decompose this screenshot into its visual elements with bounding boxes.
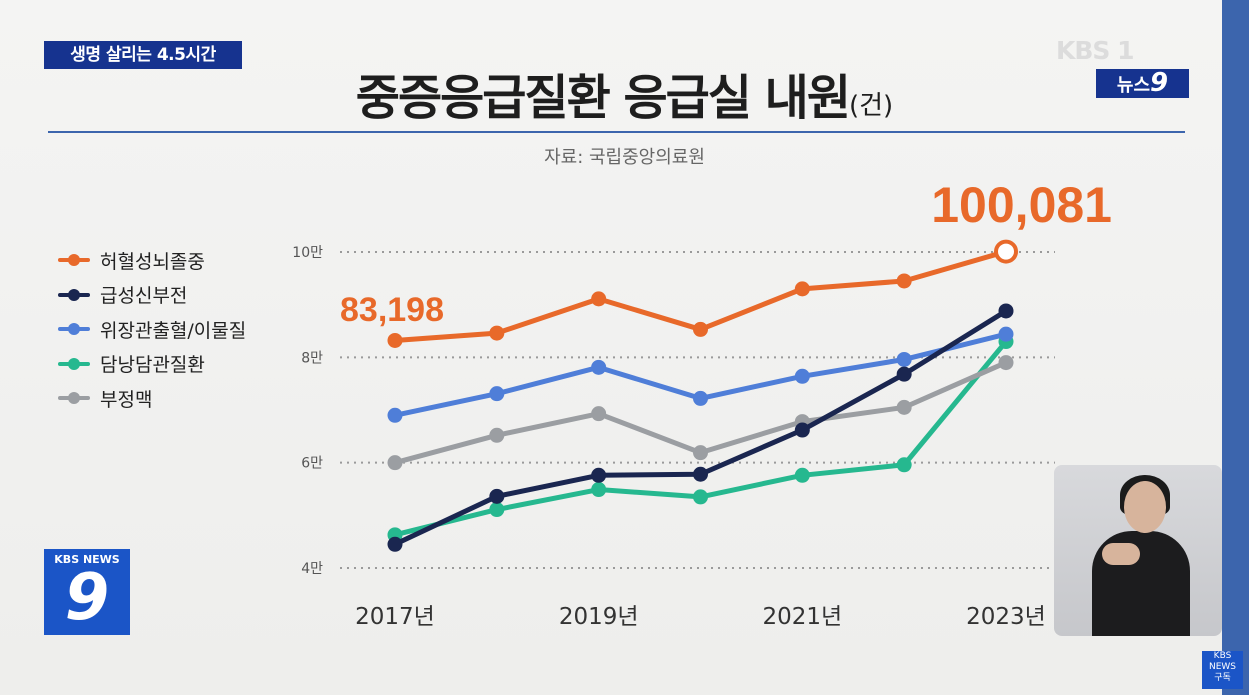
series-line xyxy=(392,308,1009,547)
legend-item: 급성신부전 xyxy=(58,278,246,313)
legend-marker xyxy=(58,288,90,301)
interpreter-hand xyxy=(1102,543,1140,565)
data-point xyxy=(591,482,607,498)
right-edge-bar xyxy=(1222,0,1249,695)
y-tick-label: 4만 xyxy=(301,561,323,577)
legend-item: 위장관출혈/이물질 xyxy=(58,312,246,347)
x-tick-label: 2021년 xyxy=(762,604,842,630)
subscribe-line1: KBS xyxy=(1213,651,1232,661)
data-point xyxy=(387,332,403,348)
interpreter-head xyxy=(1124,481,1166,533)
subscribe-button[interactable]: KBS NEWS 구독 xyxy=(1202,651,1243,689)
data-point xyxy=(387,407,403,423)
data-point xyxy=(794,422,810,438)
kbs-news-label: KBS NEWS xyxy=(54,553,120,566)
sign-language-interpreter xyxy=(1054,465,1222,636)
subscribe-line2: NEWS xyxy=(1208,662,1237,672)
data-point xyxy=(794,368,810,384)
data-point xyxy=(489,502,505,518)
chart-title: 중증응급질환 응급실 내원(건) xyxy=(0,58,1249,128)
x-tick-label: 2019년 xyxy=(559,604,639,630)
legend-label: 급성신부전 xyxy=(100,285,188,308)
data-point xyxy=(998,355,1014,371)
data-point xyxy=(489,427,505,443)
data-point xyxy=(693,390,708,406)
legend-item: 담낭담관질환 xyxy=(58,347,246,382)
y-tick-label: 6만 xyxy=(301,456,323,472)
subscribe-line3: 구독 xyxy=(1214,673,1231,683)
data-point xyxy=(794,467,810,483)
data-point xyxy=(896,457,912,473)
chart-title-unit: (건) xyxy=(848,91,894,121)
data-point xyxy=(896,351,912,367)
x-tick-label: 2017년 xyxy=(355,604,435,630)
kbs-news9-logo: KBS NEWS 9 xyxy=(44,549,130,635)
legend-item: 부정맥 xyxy=(58,381,246,416)
data-point xyxy=(693,466,708,482)
kbs-channel-logo: KBS 1 xyxy=(1056,36,1135,65)
legend-label: 위장관출혈/이물질 xyxy=(100,319,247,342)
data-point xyxy=(693,489,708,505)
data-point xyxy=(896,399,912,415)
data-point xyxy=(489,386,505,402)
data-point xyxy=(693,321,708,337)
topic-badge: 생명 살리는 4.5시간 xyxy=(44,41,242,69)
data-point xyxy=(896,366,912,382)
y-tick-label: 8만 xyxy=(301,350,323,366)
legend-label: 허혈성뇌졸중 xyxy=(100,250,205,273)
y-tick-label: 10만 xyxy=(292,245,323,261)
data-point xyxy=(591,406,607,422)
legend-item: 허혈성뇌졸중 xyxy=(58,243,246,278)
data-point xyxy=(489,325,505,341)
legend-marker xyxy=(58,392,90,405)
title-divider xyxy=(48,131,1185,133)
data-point xyxy=(591,359,607,375)
data-point xyxy=(998,326,1014,342)
data-point xyxy=(591,467,607,483)
news9-badge-text: 뉴스 xyxy=(1116,75,1151,96)
data-point xyxy=(591,291,607,307)
news9-badge: 뉴스9 xyxy=(1096,69,1189,98)
data-label: 100,081 xyxy=(931,177,1112,233)
data-point xyxy=(896,273,912,289)
news9-badge-number: 9 xyxy=(1150,68,1169,98)
data-point-highlight xyxy=(994,239,1018,264)
data-source: 자료: 국립중앙의료원 xyxy=(544,147,705,168)
data-point xyxy=(998,303,1014,319)
data-point xyxy=(387,536,403,552)
data-point xyxy=(387,455,403,471)
chart-title-main: 중증응급질환 응급실 내원 xyxy=(355,70,851,126)
x-tick-label: 2023년 xyxy=(966,604,1046,630)
data-point xyxy=(489,488,505,504)
legend-marker xyxy=(58,357,90,370)
legend-marker xyxy=(58,254,90,267)
data-point xyxy=(693,445,708,461)
data-label: 83,198 xyxy=(340,291,444,329)
legend-marker xyxy=(58,323,90,336)
data-point xyxy=(794,281,810,297)
legend-label: 담낭담관질환 xyxy=(100,354,205,377)
legend-label: 부정맥 xyxy=(100,388,153,411)
kbs-news-number: 9 xyxy=(64,561,110,635)
